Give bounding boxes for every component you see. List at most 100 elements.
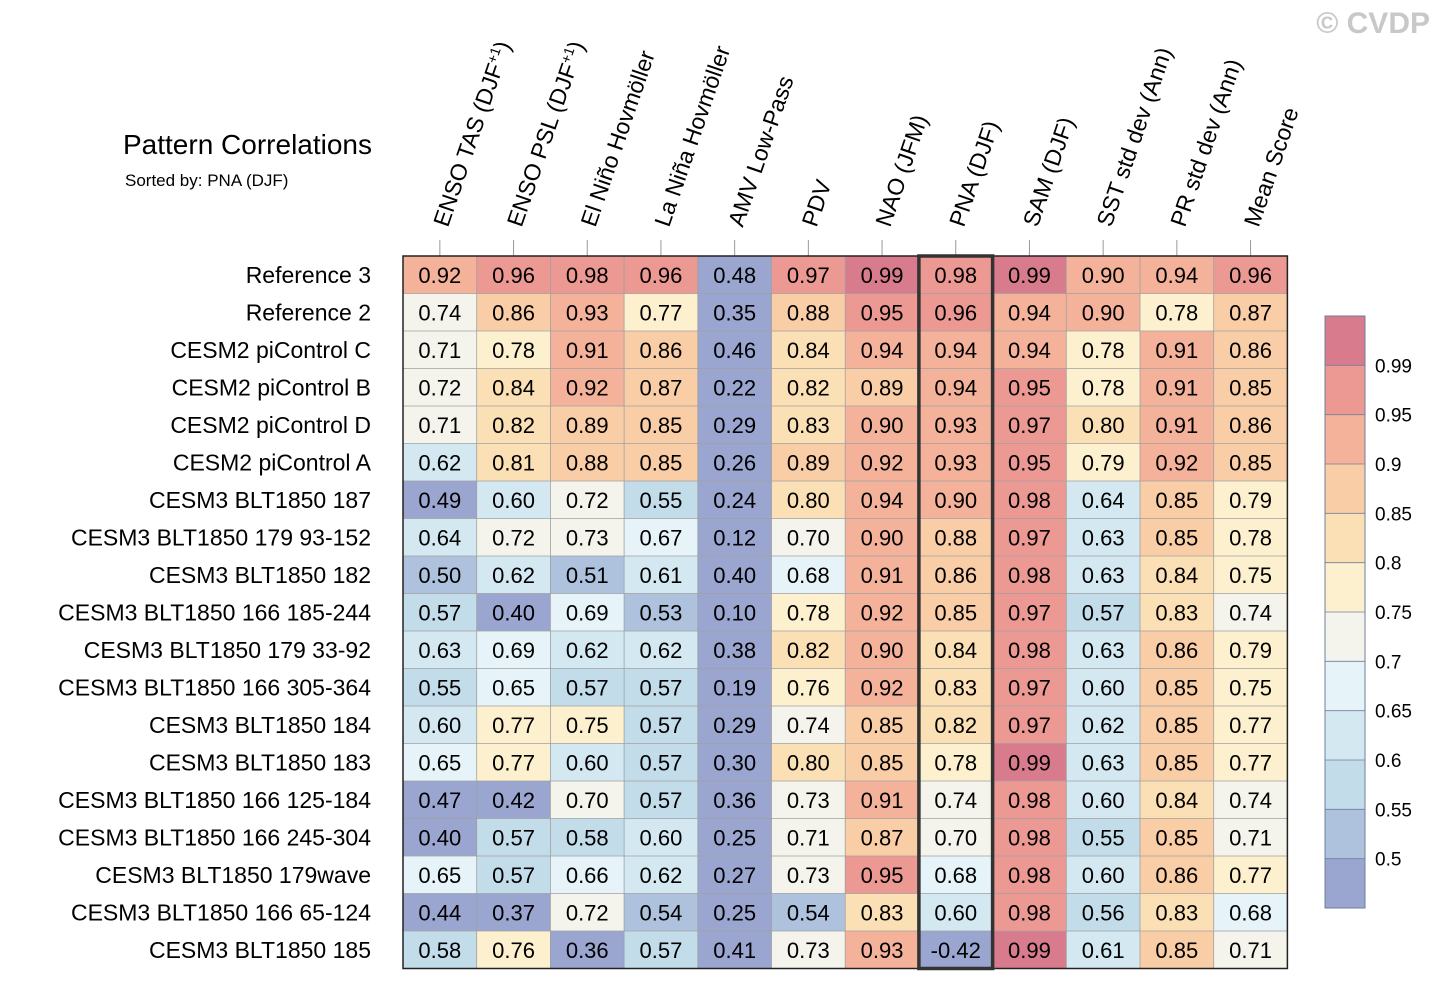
heatmap-cell bbox=[845, 443, 919, 481]
heatmap-cell bbox=[918, 631, 993, 669]
heatmap-cell bbox=[476, 743, 551, 781]
cell-value: 0.60 bbox=[1082, 788, 1125, 813]
row-label-cesm2-picontrol-a: CESM2 piControl A bbox=[173, 449, 372, 475]
heatmap-cell bbox=[1213, 443, 1288, 481]
cell-value: 0.78 bbox=[492, 338, 535, 363]
cell-value: 0.86 bbox=[934, 563, 977, 588]
cell-value: 0.84 bbox=[1155, 563, 1198, 588]
column-label-text: SST std dev (Ann) bbox=[1091, 44, 1177, 230]
heatmap-cell bbox=[918, 443, 993, 481]
heatmap-cell bbox=[992, 706, 1067, 744]
heatmap-cell bbox=[992, 743, 1067, 781]
heatmap-cell bbox=[624, 331, 698, 369]
heatmap-cell bbox=[1066, 931, 1140, 969]
cell-value: 0.71 bbox=[787, 825, 830, 850]
heatmap-cell bbox=[624, 368, 698, 406]
cell-value: 0.42 bbox=[492, 788, 535, 813]
cell-value: 0.74 bbox=[934, 788, 977, 813]
cell-value: 0.94 bbox=[934, 338, 977, 363]
heatmap-cell bbox=[403, 406, 477, 444]
heatmap-cell bbox=[550, 443, 625, 481]
cell-value: 0.84 bbox=[1155, 788, 1198, 813]
heatmap-cell bbox=[771, 443, 846, 481]
heatmap-cell bbox=[1213, 856, 1288, 894]
cell-value: 0.64 bbox=[418, 525, 461, 550]
cell-value: 0.35 bbox=[713, 300, 756, 325]
heatmap-cell bbox=[1140, 743, 1214, 781]
heatmap-cell bbox=[992, 293, 1067, 331]
heatmap-cell bbox=[476, 668, 551, 706]
heatmap-cell bbox=[1140, 893, 1214, 931]
heatmap-cell bbox=[992, 631, 1067, 669]
heatmap-cell bbox=[476, 331, 551, 369]
heatmap-cell bbox=[918, 706, 993, 744]
cell-value: 0.57 bbox=[640, 788, 683, 813]
heatmap-cell-labels: 0.92 0.96 0.98 0.96 0.48 0.97 0.99 0.98 0.99 0.90… bbox=[418, 263, 1272, 963]
heatmap-cell bbox=[403, 706, 477, 744]
heatmap-cell bbox=[624, 593, 698, 631]
heatmap-cell bbox=[624, 781, 698, 819]
cell-value: 0.78 bbox=[1082, 338, 1125, 363]
heatmap-cell bbox=[624, 631, 698, 669]
heatmap-cell bbox=[1066, 443, 1140, 481]
heatmap-cell bbox=[624, 443, 698, 481]
cell-value: 0.60 bbox=[1082, 675, 1125, 700]
cell-value: 0.10 bbox=[713, 600, 756, 625]
heatmap-cell bbox=[1140, 518, 1214, 556]
heatmap-cell bbox=[771, 818, 846, 856]
cell-value: 0.24 bbox=[713, 488, 756, 513]
heatmap-grid bbox=[403, 256, 1288, 969]
cell-value: 0.72 bbox=[492, 525, 535, 550]
cell-value: 0.94 bbox=[934, 375, 977, 400]
heatmap-cell bbox=[476, 706, 551, 744]
cell-value: 0.65 bbox=[418, 863, 461, 888]
cell-value: 0.98 bbox=[1008, 863, 1051, 888]
heatmap-cell bbox=[992, 406, 1067, 444]
cell-value: 0.69 bbox=[492, 638, 535, 663]
cell-value: 0.91 bbox=[1155, 413, 1198, 438]
heatmap-cell bbox=[403, 368, 477, 406]
heatmap-cell bbox=[1140, 293, 1214, 331]
heatmap-cell bbox=[697, 443, 772, 481]
cell-value: 0.89 bbox=[787, 450, 830, 475]
heatmap-cell bbox=[550, 781, 625, 819]
cell-value: 0.92 bbox=[566, 375, 609, 400]
cell-value: 0.57 bbox=[640, 713, 683, 738]
cell-value: 0.86 bbox=[1155, 863, 1198, 888]
cell-value: 0.65 bbox=[418, 750, 461, 775]
cell-value: 0.96 bbox=[1229, 263, 1272, 288]
cell-value: 0.92 bbox=[1155, 450, 1198, 475]
column-label-mean-score: Mean Score bbox=[1239, 104, 1304, 230]
cell-value: 0.94 bbox=[1008, 338, 1051, 363]
heatmap-cell bbox=[624, 481, 698, 519]
heatmap-cell bbox=[918, 368, 993, 406]
cell-value: 0.62 bbox=[566, 638, 609, 663]
column-label-text: PNA (DJF) bbox=[944, 117, 1004, 229]
heatmap-cell bbox=[476, 781, 551, 819]
heatmap-cell bbox=[918, 406, 993, 444]
heatmap-cell bbox=[403, 256, 477, 294]
cell-value: 0.79 bbox=[1229, 488, 1272, 513]
cell-value: 0.60 bbox=[1082, 863, 1125, 888]
cell-value: 0.25 bbox=[713, 900, 756, 925]
heatmap-cell bbox=[476, 556, 551, 594]
heatmap-cell bbox=[624, 556, 698, 594]
cell-value: 0.91 bbox=[861, 788, 904, 813]
cell-value: 0.12 bbox=[713, 525, 756, 550]
heatmap-cell bbox=[550, 368, 625, 406]
colorbar-tick-label: 0.55 bbox=[1375, 800, 1412, 821]
cell-value: 0.67 bbox=[640, 525, 683, 550]
heatmap-cell bbox=[697, 856, 772, 894]
cell-value: 0.98 bbox=[1008, 563, 1051, 588]
cell-value: 0.73 bbox=[566, 525, 609, 550]
heatmap-cell bbox=[1140, 331, 1214, 369]
heatmap-cell bbox=[992, 893, 1067, 931]
cell-value: -0.42 bbox=[931, 938, 981, 963]
heatmap-cell bbox=[845, 293, 919, 331]
heatmap-cell bbox=[697, 668, 772, 706]
heatmap-cell bbox=[845, 781, 919, 819]
cell-value: 0.86 bbox=[1155, 638, 1198, 663]
heatmap-cell bbox=[1213, 293, 1288, 331]
cell-value: 0.25 bbox=[713, 825, 756, 850]
heatmap-cell bbox=[476, 293, 551, 331]
